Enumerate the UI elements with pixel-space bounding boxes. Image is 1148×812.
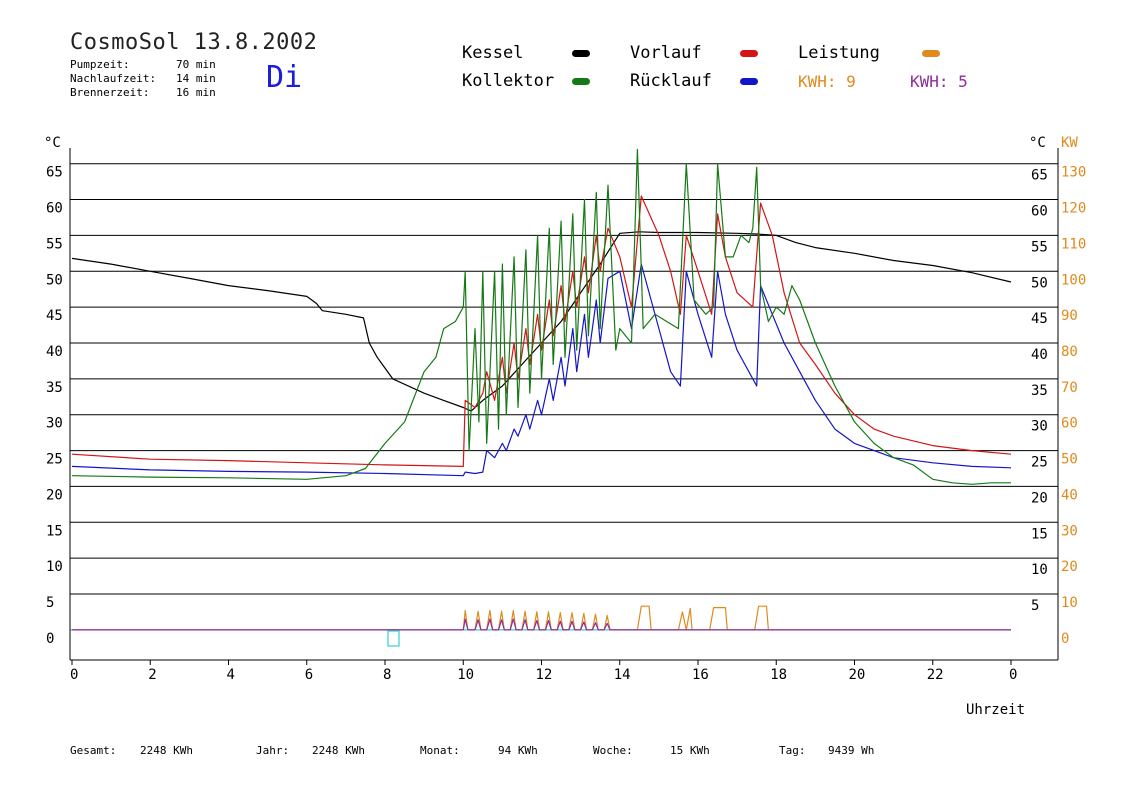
- y-tick-kw-90: 90: [1061, 308, 1078, 324]
- footer-tag-value: 9439 Wh: [828, 744, 875, 757]
- y-tick-left-35: 35: [46, 380, 63, 396]
- footer-gesamt-label: Gesamt:: [70, 744, 117, 757]
- legend-ruecklauf-swatch: [740, 78, 758, 85]
- y-tick-kw-30: 30: [1061, 523, 1078, 539]
- y-tick-kw-100: 100: [1061, 272, 1086, 288]
- pumpzeit-label: Pumpzeit:: [70, 58, 130, 71]
- cursor-marker: [387, 630, 400, 647]
- footer-monat-label: Monat:: [420, 744, 460, 757]
- y-tick-right-65: 65: [1031, 168, 1048, 184]
- nachlaufzeit-value: 14 min: [176, 72, 216, 85]
- weekday-label: Di: [266, 60, 303, 95]
- y-tick-kw-20: 20: [1061, 559, 1078, 575]
- x-axis-label: Uhrzeit: [966, 702, 1026, 718]
- y-tick-right-10: 10: [1031, 562, 1048, 578]
- legend-vorlauf-swatch: [740, 50, 758, 57]
- y-tick-left-20: 20: [46, 487, 63, 503]
- series-line-kessel: [71, 231, 1012, 412]
- legend-vorlauf-label: Vorlauf: [630, 43, 702, 63]
- series-line-kollektor: [71, 148, 1011, 485]
- y-tick-left-5: 5: [46, 595, 54, 611]
- x-tick-2: 2: [148, 667, 156, 683]
- y-tick-left-10: 10: [46, 559, 63, 575]
- brennerzeit-label: Brennerzeit:: [70, 86, 150, 99]
- series-line-leistung: [72, 605, 1011, 631]
- footer-jahr-value: 2248 KWh: [312, 744, 365, 757]
- footer-monat-value: 94 KWh: [498, 744, 538, 757]
- x-tick-14: 14: [614, 667, 631, 683]
- x-tick-8: 8: [383, 667, 391, 683]
- y-tick-right-45: 45: [1031, 311, 1048, 327]
- legend-kollektor-swatch: [572, 78, 590, 85]
- y-tick-right-55: 55: [1031, 239, 1048, 255]
- y-tick-right-15: 15: [1031, 526, 1048, 542]
- footer-jahr-label: Jahr:: [256, 744, 290, 757]
- y-tick-left-65: 65: [46, 165, 63, 181]
- footer-woche-label: Woche:: [593, 744, 633, 757]
- pumpzeit-value: 70 min: [176, 58, 216, 71]
- y-tick-right-50: 50: [1031, 275, 1048, 291]
- x-tick-18: 18: [770, 667, 787, 683]
- chart-title: CosmoSol 13.8.2002: [70, 30, 318, 55]
- y-axis-label-left: °C: [44, 135, 61, 151]
- y-tick-right-30: 30: [1031, 419, 1048, 435]
- y-tick-left-45: 45: [46, 308, 63, 324]
- x-tick-16: 16: [692, 667, 709, 683]
- y-tick-kw-70: 70: [1061, 380, 1078, 396]
- y-tick-left-15: 15: [46, 523, 63, 539]
- series-line-leistung-2: [72, 618, 1011, 631]
- series-layer: [71, 148, 1012, 631]
- x-tick-4: 4: [227, 667, 235, 683]
- y-tick-left-60: 60: [46, 201, 63, 217]
- y-tick-right-25: 25: [1031, 455, 1048, 471]
- y-tick-kw-50: 50: [1061, 452, 1078, 468]
- legend-leistung-swatch: [922, 50, 940, 57]
- y-tick-left-30: 30: [46, 416, 63, 432]
- y-tick-kw-10: 10: [1061, 595, 1078, 611]
- legend-kessel-label: Kessel: [462, 43, 524, 63]
- legend-kollektor-label: Kollektor: [462, 71, 555, 91]
- x-tick-6: 6: [305, 667, 313, 683]
- y-tick-kw-110: 110: [1061, 236, 1086, 252]
- brennerzeit-value: 16 min: [176, 86, 216, 99]
- y-tick-right-5: 5: [1031, 598, 1039, 614]
- y-tick-kw-0: 0: [1061, 631, 1069, 647]
- legend-leistung-label: Leistung: [798, 43, 880, 63]
- x-tick-0: 0: [70, 667, 78, 683]
- series-line-r-cklauf: [71, 263, 1012, 477]
- axis-layer: 0510152025303540455055606551015202530354…: [44, 135, 1086, 683]
- y-tick-kw-60: 60: [1061, 416, 1078, 432]
- legend-kwh-solar: KWH: 9: [798, 72, 856, 91]
- y-tick-right-20: 20: [1031, 490, 1048, 506]
- y-tick-left-55: 55: [46, 236, 63, 252]
- y-axis-label-kw: KW: [1061, 135, 1078, 151]
- x-tick-20: 20: [849, 667, 866, 683]
- legend-ruecklauf-label: Rücklauf: [630, 71, 712, 91]
- y-tick-kw-130: 130: [1061, 165, 1086, 181]
- y-axis-label-right: °C: [1029, 135, 1046, 151]
- y-tick-kw-40: 40: [1061, 487, 1078, 503]
- y-tick-left-25: 25: [46, 452, 63, 468]
- footer-tag-label: Tag:: [779, 744, 806, 757]
- series-line-vorlauf: [71, 195, 1012, 467]
- y-tick-right-40: 40: [1031, 347, 1048, 363]
- legend-kessel-swatch: [572, 50, 590, 57]
- y-tick-kw-120: 120: [1061, 201, 1086, 217]
- nachlaufzeit-label: Nachlaufzeit:: [70, 72, 157, 85]
- x-tick-12: 12: [536, 667, 553, 683]
- x-tick-22: 22: [927, 667, 944, 683]
- x-tick-10: 10: [457, 667, 474, 683]
- y-tick-left-40: 40: [46, 344, 63, 360]
- grid-layer: [70, 163, 1058, 631]
- footer-gesamt-value: 2248 KWh: [140, 744, 193, 757]
- x-tick-24: 0: [1009, 667, 1017, 683]
- legend-kwh-secondary: KWH: 5: [910, 72, 968, 91]
- y-tick-left-0: 0: [46, 631, 54, 647]
- footer-woche-value: 15 KWh: [670, 744, 710, 757]
- y-tick-right-35: 35: [1031, 383, 1048, 399]
- y-tick-kw-80: 80: [1061, 344, 1078, 360]
- y-tick-right-60: 60: [1031, 204, 1048, 220]
- y-tick-left-50: 50: [46, 272, 63, 288]
